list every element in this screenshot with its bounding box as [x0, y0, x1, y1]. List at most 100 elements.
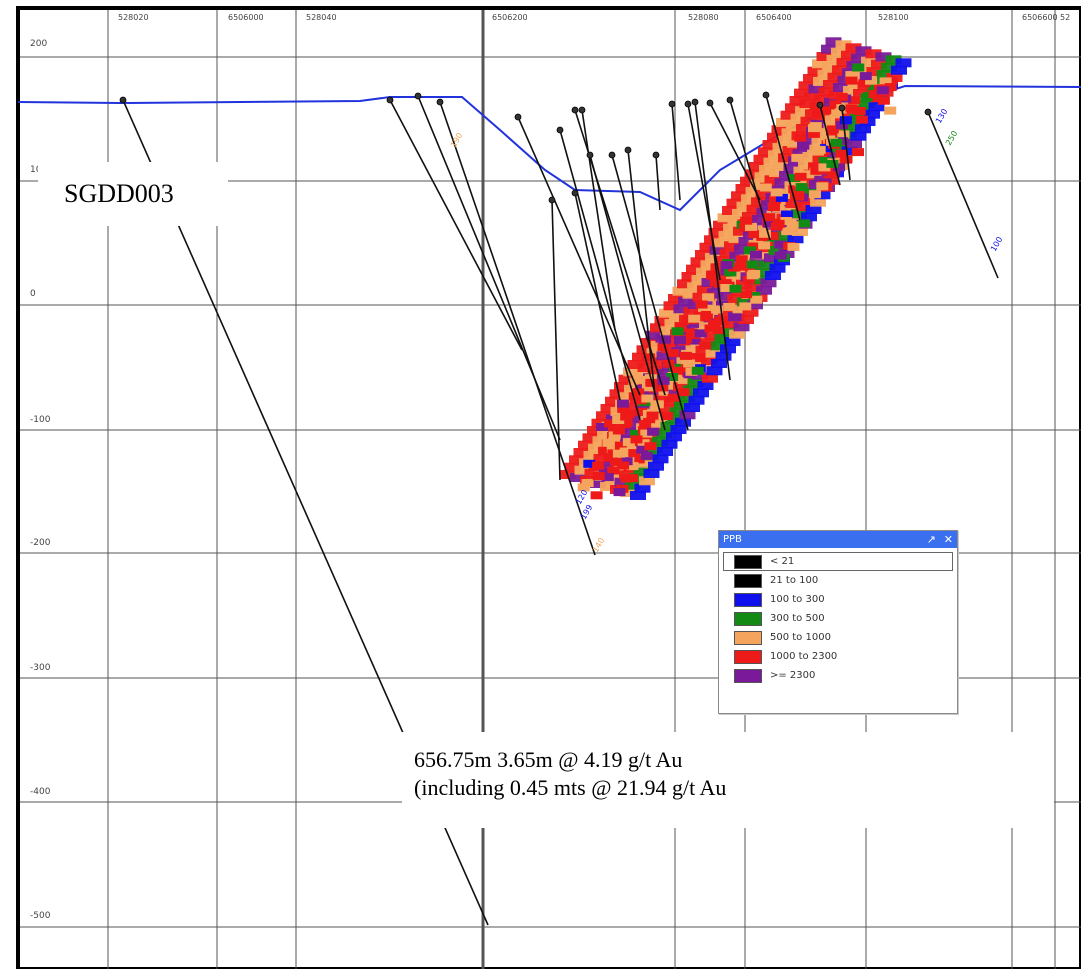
assay-sample-block — [726, 276, 742, 286]
assay-sample-block — [750, 275, 767, 285]
assay-sample-block — [852, 63, 865, 72]
drillhole-trace — [581, 109, 616, 331]
assay-sample-block — [855, 124, 871, 134]
assay-sample-block — [840, 155, 853, 164]
assay-sample-block — [693, 388, 709, 398]
assay-sample-block — [780, 188, 796, 198]
assay-sample-block — [802, 152, 819, 161]
assay-sample-block — [604, 419, 617, 428]
easting-label: 6506400 — [756, 13, 792, 22]
assay-sample-block — [607, 466, 620, 475]
assay-sample-block — [636, 445, 649, 454]
assay-sample-block — [610, 457, 622, 466]
assay-sample-block — [675, 417, 691, 427]
assay-sample-block — [670, 425, 687, 434]
assay-sample-block — [794, 133, 807, 142]
assay-sample-block — [632, 352, 648, 362]
legend-item[interactable]: 100 to 300 — [723, 590, 953, 609]
assay-sample-block — [679, 351, 692, 360]
drillhole-traces — [119, 91, 999, 926]
drillhole-trace — [671, 103, 681, 201]
assay-sample-block — [755, 268, 771, 277]
legend-item[interactable]: 300 to 500 — [723, 609, 953, 628]
assay-sample-block — [798, 81, 815, 91]
legend-item[interactable]: 1000 to 2300 — [723, 647, 953, 666]
assay-sample-block — [733, 322, 750, 332]
legend-titlebar[interactable]: PPB ↗ ✕ — [719, 531, 957, 548]
assay-sample-block — [734, 244, 750, 254]
assay-sample-block — [788, 185, 801, 194]
assay-sample-block — [859, 72, 872, 81]
legend-item[interactable]: >= 2300 — [723, 666, 953, 685]
assay-sample-block — [620, 474, 633, 483]
assay-sample-block — [614, 441, 627, 450]
assay-sample-block — [677, 375, 694, 384]
assay-sample-block — [612, 449, 625, 458]
assay-sample-block — [727, 294, 743, 304]
assay-sample-block — [711, 305, 723, 314]
assay-sample-block — [881, 62, 897, 72]
assay-sample-block — [808, 84, 825, 94]
assay-sample-block — [810, 197, 826, 207]
assay-sample-block — [691, 275, 708, 284]
assay-sample-block — [617, 399, 629, 408]
legend-item[interactable]: 21 to 100 — [723, 571, 953, 590]
assay-sample-block — [660, 326, 676, 336]
assay-sample-block — [707, 288, 723, 298]
assay-sample-block — [633, 370, 649, 380]
assay-sample-block — [702, 293, 715, 302]
assay-sample-block — [633, 375, 646, 384]
assay-sample-block — [644, 442, 657, 451]
assay-sample-block — [573, 448, 590, 457]
assay-sample-block — [731, 191, 747, 201]
assay-sample-block — [763, 213, 776, 222]
assay-sample-block — [825, 115, 841, 125]
assay-sample-block — [678, 297, 694, 306]
assay-sample-block — [829, 100, 842, 109]
assay-sample-block — [704, 324, 717, 333]
assay-sample-block — [773, 160, 790, 170]
assay-sample-block — [617, 461, 630, 470]
assay-sample-block — [620, 418, 633, 427]
assay-sample-block — [729, 329, 745, 339]
assay-sample-block — [804, 91, 820, 101]
assay-sample-block — [713, 220, 729, 230]
legend-title: PPB — [723, 534, 742, 545]
assay-sample-block — [865, 76, 878, 85]
assay-sample-block — [876, 70, 893, 79]
assay-sample-block — [685, 367, 698, 376]
assay-sample-block — [730, 269, 747, 279]
assay-sample-block — [789, 96, 806, 105]
assay-sample-block — [659, 404, 676, 414]
assay-sample-block — [704, 331, 721, 340]
collar-marker — [691, 98, 699, 106]
assay-sample-block — [805, 205, 822, 214]
ppb-legend-window[interactable]: PPB ↗ ✕ < 21 21 to 100 100 to 300 300 to 50… — [718, 530, 958, 714]
assay-sample-block — [674, 400, 690, 409]
assay-sample-block — [588, 443, 604, 453]
assay-sample-block — [813, 77, 829, 86]
legend-label: 300 to 500 — [770, 613, 825, 624]
assay-sample-block — [652, 358, 668, 368]
collar-marker — [578, 106, 586, 114]
assay-sample-block — [640, 429, 653, 438]
assay-sample-block — [833, 163, 846, 172]
assay-sample-block — [795, 202, 812, 211]
drillhole-trace — [574, 192, 621, 401]
pin-icon[interactable]: ↗ — [926, 533, 936, 546]
assay-sample-block — [877, 96, 890, 105]
assay-sample-block — [673, 304, 690, 314]
assay-sample-block — [798, 219, 811, 228]
assay-sample-block — [778, 153, 794, 163]
assay-sample-block — [714, 238, 730, 248]
legend-item[interactable]: 500 to 1000 — [723, 628, 953, 647]
assay-sample-block — [765, 271, 781, 280]
assay-sample-block — [762, 140, 779, 149]
assay-sample-block — [777, 231, 794, 241]
assay-sample-block — [632, 455, 645, 464]
legend-item[interactable]: < 21 — [723, 552, 953, 571]
assay-sample-block — [684, 403, 700, 412]
assay-sample-block — [808, 124, 820, 133]
close-icon[interactable]: ✕ — [943, 533, 953, 546]
assay-sample-block — [602, 438, 615, 447]
